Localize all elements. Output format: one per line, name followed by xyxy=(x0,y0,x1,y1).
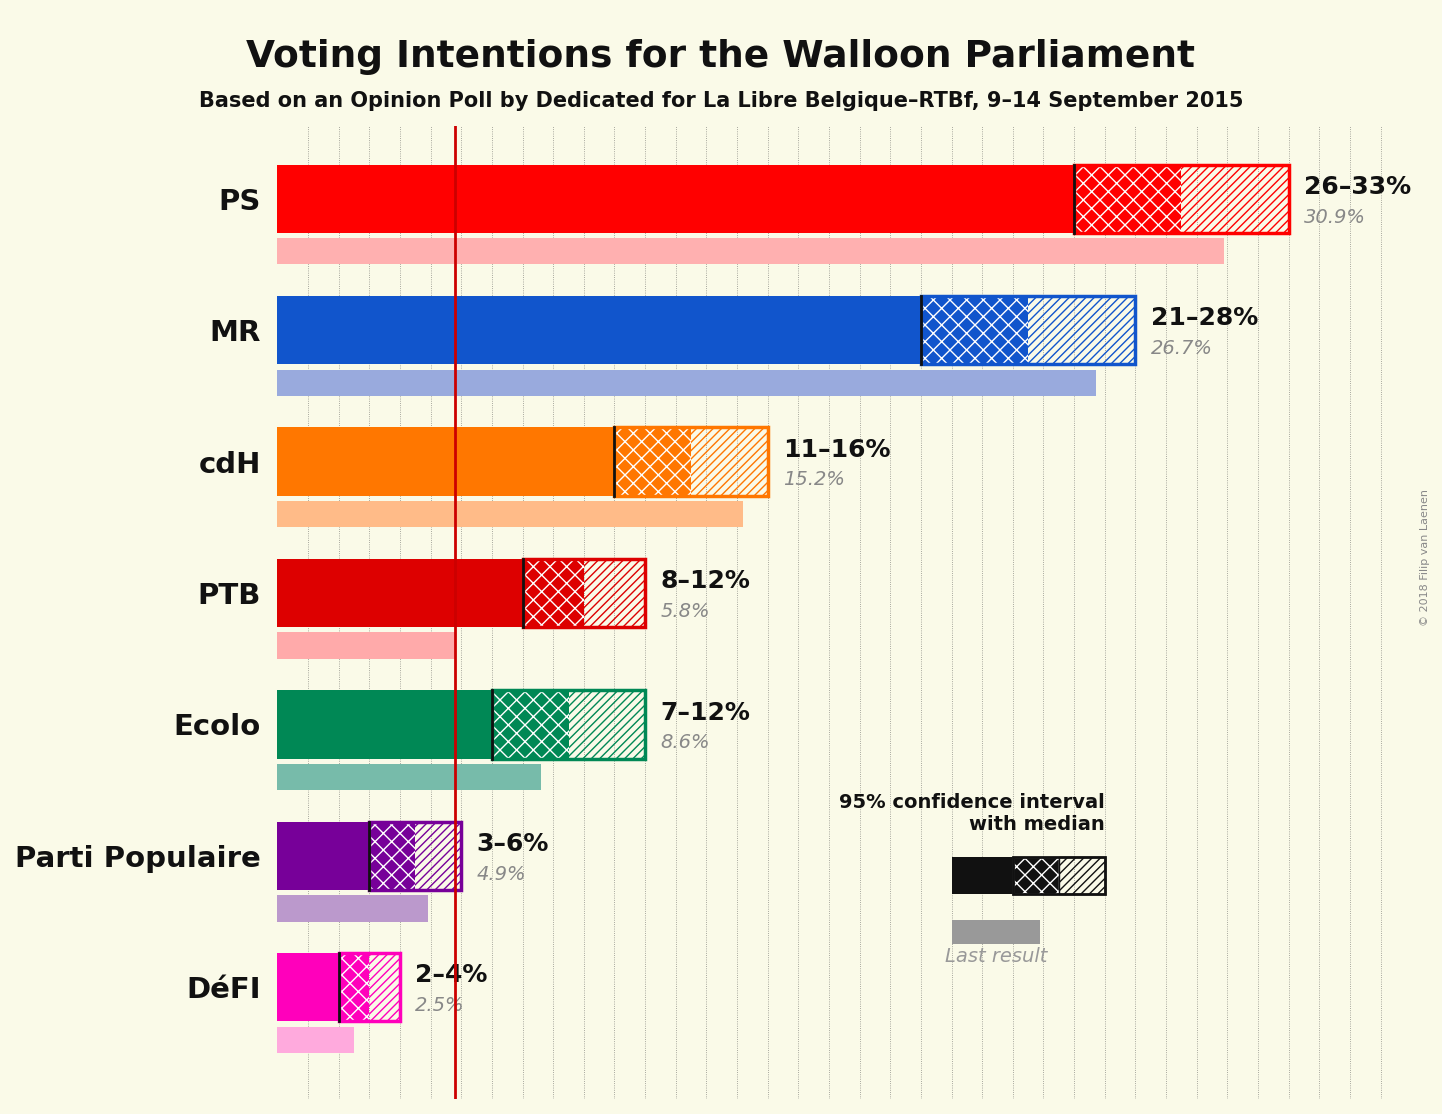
Bar xyxy=(415,822,461,890)
Text: 26.7%: 26.7% xyxy=(1151,339,1213,358)
Bar xyxy=(277,691,492,759)
Bar xyxy=(952,920,1040,944)
Bar xyxy=(1058,857,1105,893)
Text: Based on an Opinion Poll by Dedicated for La Libre Belgique–RTBf, 9–14 September: Based on an Opinion Poll by Dedicated fo… xyxy=(199,91,1243,111)
Text: 15.2%: 15.2% xyxy=(783,470,845,489)
Bar xyxy=(1074,165,1181,233)
Text: Voting Intentions for the Walloon Parliament: Voting Intentions for the Walloon Parlia… xyxy=(247,39,1195,75)
Text: 4.9%: 4.9% xyxy=(477,864,526,883)
Text: 21–28%: 21–28% xyxy=(1151,306,1257,330)
Bar xyxy=(1074,165,1289,233)
Bar xyxy=(614,428,767,496)
Bar xyxy=(568,691,645,759)
Text: 2.5%: 2.5% xyxy=(415,996,464,1015)
Bar xyxy=(1181,165,1289,233)
Bar xyxy=(921,296,1135,364)
Text: 8–12%: 8–12% xyxy=(660,569,750,593)
Bar xyxy=(277,559,522,627)
Bar xyxy=(277,896,428,921)
Bar xyxy=(492,691,645,759)
Text: 95% confidence interval
with median: 95% confidence interval with median xyxy=(839,792,1105,833)
Bar xyxy=(584,559,645,627)
Bar xyxy=(339,954,369,1022)
Bar xyxy=(1028,296,1135,364)
Bar xyxy=(1012,857,1058,893)
Bar xyxy=(277,501,743,527)
Bar xyxy=(921,296,1028,364)
Text: © 2018 Filip van Laenen: © 2018 Filip van Laenen xyxy=(1420,489,1430,625)
Bar xyxy=(369,822,461,890)
Bar xyxy=(277,296,921,364)
Bar xyxy=(277,165,1074,233)
Text: 8.6%: 8.6% xyxy=(660,733,709,752)
Bar xyxy=(691,428,767,496)
Bar xyxy=(522,559,584,627)
Bar xyxy=(1012,857,1105,893)
Bar xyxy=(277,764,541,790)
Bar xyxy=(277,238,1224,264)
Text: 30.9%: 30.9% xyxy=(1304,207,1366,226)
Bar xyxy=(277,370,1096,395)
Bar xyxy=(614,428,691,496)
Bar xyxy=(339,954,399,1022)
Bar xyxy=(952,857,1012,893)
Text: 26–33%: 26–33% xyxy=(1304,175,1412,199)
Text: 3–6%: 3–6% xyxy=(477,832,549,856)
Text: 5.8%: 5.8% xyxy=(660,602,709,620)
Bar xyxy=(277,633,456,658)
Bar xyxy=(369,822,415,890)
Bar xyxy=(369,954,399,1022)
Bar xyxy=(277,1027,355,1053)
Text: 11–16%: 11–16% xyxy=(783,438,891,461)
Bar xyxy=(277,822,369,890)
Text: 7–12%: 7–12% xyxy=(660,701,750,724)
Bar xyxy=(522,559,645,627)
Bar xyxy=(277,954,339,1022)
Text: 2–4%: 2–4% xyxy=(415,964,487,987)
Text: Last result: Last result xyxy=(945,947,1047,966)
Bar xyxy=(492,691,568,759)
Bar xyxy=(277,428,614,496)
